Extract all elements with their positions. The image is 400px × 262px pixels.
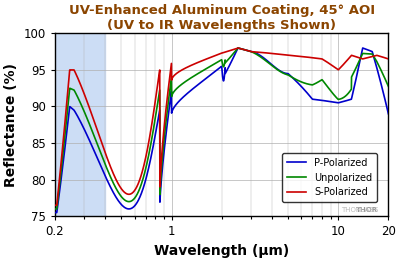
P-Polarized xyxy=(53,211,58,214)
Text: THOR: THOR xyxy=(356,207,378,212)
P-Polarized xyxy=(215,68,220,72)
Text: THORLABS: THORLABS xyxy=(341,207,378,212)
X-axis label: Wavelength (μm): Wavelength (μm) xyxy=(154,244,289,258)
S-Polarized xyxy=(70,68,74,72)
S-Polarized xyxy=(376,54,381,58)
Unpolarized xyxy=(376,64,381,67)
S-Polarized xyxy=(235,46,240,50)
P-Polarized xyxy=(315,98,320,101)
Unpolarized xyxy=(386,85,391,88)
Y-axis label: Reflectance (%): Reflectance (%) xyxy=(4,63,18,187)
Unpolarized xyxy=(53,207,58,210)
Legend: P-Polarized, Unpolarized, S-Polarized: P-Polarized, Unpolarized, S-Polarized xyxy=(282,153,377,202)
Unpolarized xyxy=(315,81,320,84)
P-Polarized xyxy=(70,107,74,110)
P-Polarized xyxy=(386,112,391,115)
Unpolarized xyxy=(215,61,220,64)
Line: P-Polarized: P-Polarized xyxy=(55,48,388,212)
P-Polarized xyxy=(236,46,240,50)
Unpolarized xyxy=(376,64,381,67)
Line: Unpolarized: Unpolarized xyxy=(55,48,388,209)
Unpolarized xyxy=(206,66,211,69)
P-Polarized xyxy=(376,73,381,77)
S-Polarized xyxy=(386,57,391,61)
Unpolarized xyxy=(70,88,74,91)
S-Polarized xyxy=(53,204,58,207)
S-Polarized xyxy=(315,57,320,60)
P-Polarized xyxy=(376,74,381,77)
S-Polarized xyxy=(215,53,220,56)
P-Polarized xyxy=(206,75,211,78)
Unpolarized xyxy=(236,46,240,50)
S-Polarized xyxy=(376,54,381,57)
S-Polarized xyxy=(206,57,211,60)
Bar xyxy=(55,33,105,216)
Line: S-Polarized: S-Polarized xyxy=(55,48,388,205)
Title: UV-Enhanced Aluminum Coating, 45° AOI
(UV to IR Wavelengths Shown): UV-Enhanced Aluminum Coating, 45° AOI (U… xyxy=(69,4,375,32)
